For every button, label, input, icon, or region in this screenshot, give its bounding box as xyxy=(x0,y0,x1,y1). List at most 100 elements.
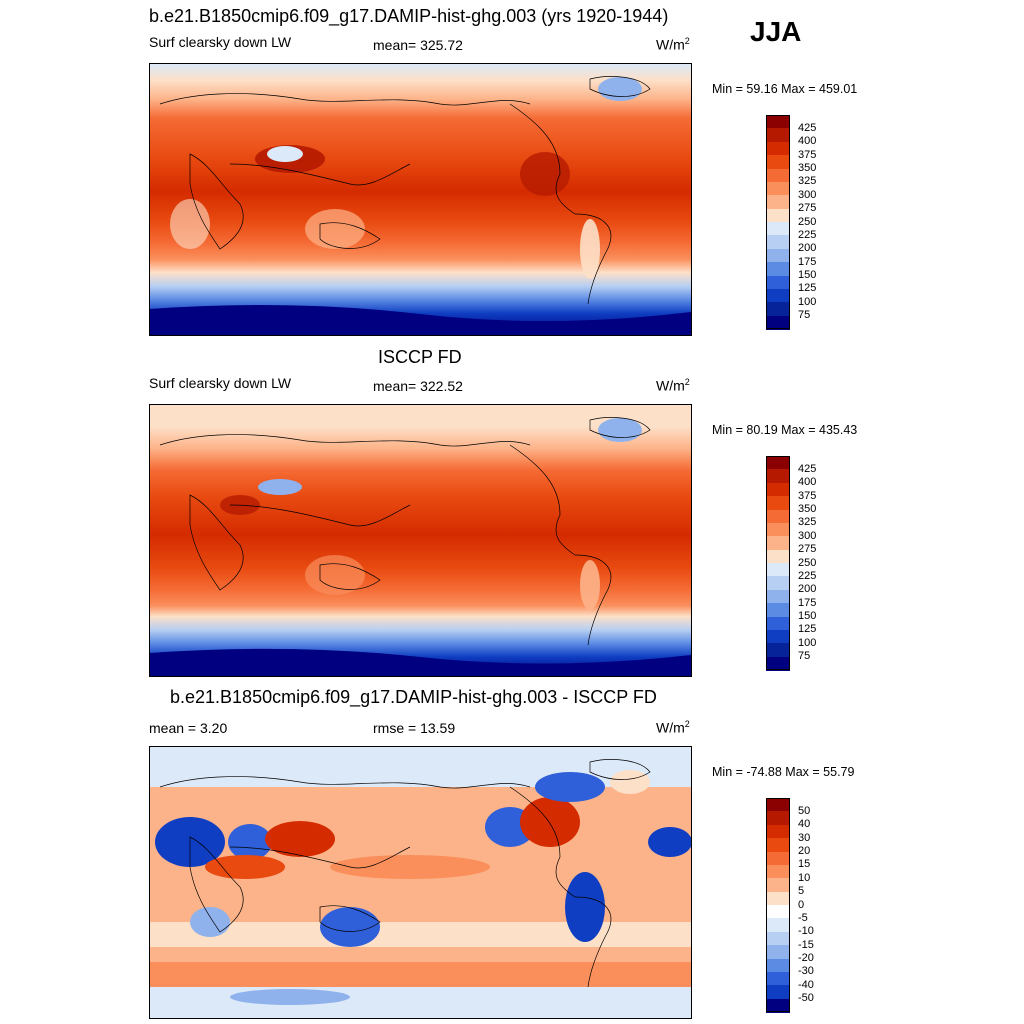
panel1-units: W/m2 xyxy=(656,36,690,53)
colorbar-swatch xyxy=(766,302,790,317)
colorbar-tick-label: -5 xyxy=(798,911,808,924)
panel3-colorbar: 50 40 30 20 15 10 5 0 -5 -10 -15 -20 -30 -40 -50 xyxy=(766,798,826,1013)
colorbar-swatch xyxy=(766,905,790,919)
panel2-minmax: Min = 80.19 Max = 435.43 xyxy=(712,423,858,437)
colorbar-tick-label: 300 xyxy=(798,188,817,201)
colorbar-swatch xyxy=(766,275,790,290)
colorbar-swatch xyxy=(766,536,790,551)
colorbar-tick-label: 200 xyxy=(798,242,817,255)
panel1-map xyxy=(149,63,692,336)
colorbar-swatch xyxy=(766,971,790,986)
colorbar-tick-label: -50 xyxy=(798,992,814,1005)
colorbar-tick-label: -15 xyxy=(798,938,814,951)
colorbar-tick-label: 350 xyxy=(798,162,817,174)
colorbar-tick-label: 275 xyxy=(798,202,817,215)
colorbar-swatch xyxy=(766,181,790,196)
panel3-mean-label: mean = 3.20 xyxy=(149,720,228,736)
colorbar-swatch xyxy=(766,603,790,617)
colorbar-swatch xyxy=(766,141,790,156)
colorbar-tick-label: 250 xyxy=(798,556,817,569)
colorbar-tick-label: 400 xyxy=(798,476,817,489)
colorbar-swatch xyxy=(766,878,790,893)
colorbar-swatch xyxy=(766,155,790,169)
colorbar-swatch xyxy=(766,456,790,470)
panel2-colorbar: 425 400 375 350 325 300 275 250 225 200 175 150 125 1… xyxy=(766,456,826,671)
colorbar-tick-label: 325 xyxy=(798,516,817,529)
colorbar-tick-label: 325 xyxy=(798,175,817,188)
colorbar-swatch xyxy=(766,616,790,631)
colorbar-tick-label: 125 xyxy=(798,282,817,295)
colorbar-tick-label: 200 xyxy=(798,583,817,596)
colorbar-swatch xyxy=(766,315,790,330)
colorbar-tick-label: 250 xyxy=(798,215,817,228)
colorbar-swatch xyxy=(766,235,790,250)
colorbar-tick-label: 40 xyxy=(798,818,811,831)
colorbar-tick-label: 225 xyxy=(798,569,817,582)
colorbar-tick-label: 20 xyxy=(798,845,811,857)
colorbar-swatch xyxy=(766,248,790,263)
colorbar-tick-label: 15 xyxy=(798,858,811,871)
colorbar-swatch xyxy=(766,115,790,129)
colorbar-swatch xyxy=(766,208,790,223)
season-label: JJA xyxy=(750,16,802,47)
colorbar-swatch xyxy=(766,496,790,510)
colorbar-swatch xyxy=(766,998,790,1013)
colorbar-swatch xyxy=(766,629,790,644)
colorbar-frame xyxy=(766,798,790,1012)
colorbar-tick-label: -10 xyxy=(798,925,814,938)
colorbar-tick-label: -30 xyxy=(798,965,814,978)
colorbar-swatch xyxy=(766,195,790,210)
colorbar-tick-label: 375 xyxy=(798,489,817,502)
colorbar-swatch xyxy=(766,985,790,1000)
colorbar-swatch xyxy=(766,798,790,812)
colorbar-tick-label: 50 xyxy=(798,804,811,817)
colorbar-swatch xyxy=(766,838,790,852)
colorbar-tick-label: 350 xyxy=(798,503,817,515)
colorbar-swatch xyxy=(766,262,790,276)
colorbar-tick-label: 150 xyxy=(798,269,817,281)
colorbar-swatch xyxy=(766,288,790,303)
panel2-title: ISCCP FD xyxy=(378,347,462,367)
panel1-title: b.e21.B1850cmip6.f09_g17.DAMIP-hist-ghg.… xyxy=(149,6,669,26)
colorbar-swatch xyxy=(766,891,790,906)
colorbar-swatch xyxy=(766,549,790,564)
colorbar-swatch xyxy=(766,576,790,591)
colorbar-swatch xyxy=(766,222,790,236)
panel3-rmse-label: rmse = 13.59 xyxy=(373,720,456,736)
colorbar-swatch xyxy=(766,522,790,537)
colorbar-swatch xyxy=(766,656,790,671)
colorbar-frame xyxy=(766,115,790,329)
colorbar-tick-label: 175 xyxy=(798,596,817,609)
colorbar-tick-label: 400 xyxy=(798,135,817,148)
panel1-variable-label: Surf clearsky down LW xyxy=(149,34,292,50)
panel3-map xyxy=(149,746,692,1019)
colorbar-swatch xyxy=(766,482,790,497)
colorbar-swatch xyxy=(766,811,790,826)
panel2-map xyxy=(149,404,692,677)
colorbar-swatch xyxy=(766,931,790,946)
colorbar-tick-label: 125 xyxy=(798,623,817,636)
colorbar-tick-label: 0 xyxy=(798,898,805,911)
colorbar-frame xyxy=(766,456,790,670)
colorbar-swatch xyxy=(766,958,790,973)
colorbar-swatch xyxy=(766,509,790,524)
colorbar-tick-label: 425 xyxy=(798,462,817,475)
colorbar-swatch xyxy=(766,469,790,484)
colorbar-swatch xyxy=(766,945,790,959)
colorbar-swatch xyxy=(766,589,790,604)
colorbar-swatch xyxy=(766,918,790,933)
colorbar-tick-label: 150 xyxy=(798,610,817,622)
panel1-minmax: Min = 59.16 Max = 459.01 xyxy=(712,82,858,96)
colorbar-tick-label: 30 xyxy=(798,831,811,844)
colorbar-tick-label: 375 xyxy=(798,148,817,161)
colorbar-swatch xyxy=(766,128,790,143)
colorbar-tick-label: 100 xyxy=(798,295,817,308)
colorbar-swatch xyxy=(766,563,790,577)
colorbar-swatch xyxy=(766,168,790,183)
colorbar-tick-label: 175 xyxy=(798,255,817,268)
panel2-mean-label: mean= 322.52 xyxy=(373,378,463,394)
colorbar-tick-label: -20 xyxy=(798,952,814,964)
panel1-mean-label: mean= 325.72 xyxy=(373,37,463,53)
colorbar-swatch xyxy=(766,824,790,839)
colorbar-tick-label: 75 xyxy=(798,309,811,322)
